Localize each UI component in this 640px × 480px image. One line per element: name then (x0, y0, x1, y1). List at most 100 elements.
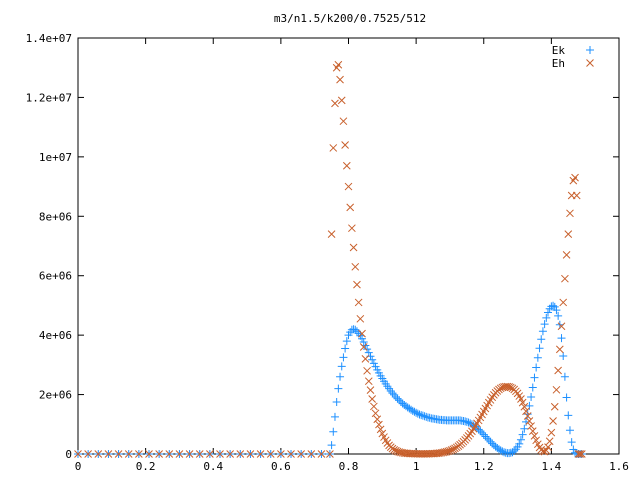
data-point-eh (364, 377, 373, 386)
y-tick-label: 1.4e+07 (26, 32, 72, 45)
data-point-eh (518, 398, 527, 407)
series-eh (74, 60, 586, 458)
data-point-ek (520, 424, 529, 433)
data-point-ek (327, 441, 336, 450)
data-point-eh (348, 224, 356, 233)
data-point-eh (84, 450, 92, 458)
data-point-ek (418, 411, 427, 420)
data-point-ek (390, 390, 399, 399)
data-point-ek (479, 430, 488, 439)
data-point-eh (359, 343, 368, 351)
data-point-ek (549, 301, 558, 310)
legend-label-eh: Eh (552, 57, 565, 70)
data-point-ek (462, 417, 471, 426)
data-point-ek (483, 434, 492, 443)
data-point-ek (420, 412, 429, 421)
data-point-ek (386, 387, 395, 396)
data-point-eh (342, 161, 351, 170)
data-point-ek (359, 337, 368, 346)
data-point-eh (287, 450, 295, 458)
data-point-eh (336, 75, 344, 84)
data-point-eh (370, 402, 378, 411)
plot-frame (77, 37, 620, 455)
data-point-ek (537, 335, 546, 344)
data-point-eh (361, 355, 370, 363)
data-point-eh (555, 345, 564, 354)
data-point-eh (74, 450, 82, 458)
data-point-ek (550, 302, 559, 311)
data-point-eh (522, 407, 530, 416)
data-point-ek (516, 435, 525, 444)
data-point-ek (484, 436, 493, 445)
data-point-eh (523, 412, 532, 420)
data-point-eh (353, 280, 361, 289)
data-point-ek (417, 411, 426, 420)
data-point-ek (388, 389, 397, 398)
data-point-eh (104, 450, 113, 458)
data-point-eh (559, 298, 568, 307)
data-point-eh (94, 450, 103, 458)
data-point-eh (506, 383, 515, 392)
data-point-ek (341, 344, 350, 353)
data-point-ek (476, 427, 485, 436)
data-point-eh (236, 450, 245, 458)
data-point-ek (542, 313, 551, 322)
data-point-ek (329, 427, 338, 436)
y-tick-label: 8e+06 (39, 210, 72, 223)
data-point-ek (530, 373, 539, 382)
data-point-eh (175, 450, 184, 458)
data-point-ek (336, 372, 345, 381)
data-point-eh (165, 450, 174, 458)
data-point-eh (326, 450, 334, 458)
data-point-ek (407, 405, 416, 414)
data-point-eh (373, 415, 382, 424)
x-tick-label: 1 (413, 460, 420, 473)
data-point-ek (391, 392, 400, 401)
data-point-eh (246, 450, 255, 458)
data-point-eh (544, 443, 552, 452)
data-point-eh (216, 450, 224, 458)
data-point-eh (564, 230, 573, 238)
legend-label-ek: Ek (552, 44, 566, 57)
legend-marker-eh (586, 59, 594, 67)
data-point-ek (334, 384, 343, 393)
data-point-ek (351, 325, 360, 334)
data-point-ek (532, 363, 541, 372)
data-point-ek (412, 408, 421, 417)
x-tick-label: 1.6 (609, 460, 629, 473)
data-point-eh (266, 450, 275, 458)
data-point-eh (561, 274, 569, 283)
data-point-ek (368, 355, 377, 364)
data-point-eh (195, 450, 204, 458)
data-point-eh (576, 450, 584, 458)
data-point-ek (533, 353, 542, 362)
data-point-eh (358, 329, 366, 338)
data-point-eh (354, 298, 363, 307)
data-point-eh (562, 251, 571, 259)
data-point-ek (569, 445, 578, 454)
data-point-ek (560, 372, 569, 381)
data-point-ek (395, 396, 404, 405)
data-point-ek (332, 398, 341, 406)
y-tick-label: 2e+06 (39, 389, 72, 402)
data-point-eh (344, 182, 353, 191)
data-point-ek (554, 311, 563, 320)
data-point-ek (500, 448, 509, 457)
data-point-ek (413, 409, 422, 418)
data-point-eh (145, 450, 153, 458)
data-point-eh (527, 422, 535, 430)
data-point-eh (571, 173, 579, 182)
data-point-eh (349, 243, 358, 252)
data-point-eh (375, 420, 383, 429)
data-point-ek (478, 428, 487, 437)
x-tick-label: 1.2 (474, 460, 494, 473)
data-point-eh (545, 437, 554, 446)
data-point-eh (341, 141, 349, 149)
data-point-eh (363, 366, 371, 375)
data-point-eh (371, 409, 380, 418)
data-point-ek (564, 411, 573, 420)
data-point-eh (135, 450, 143, 458)
y-tick-label: 0 (65, 448, 72, 461)
data-point-ek (498, 447, 507, 456)
